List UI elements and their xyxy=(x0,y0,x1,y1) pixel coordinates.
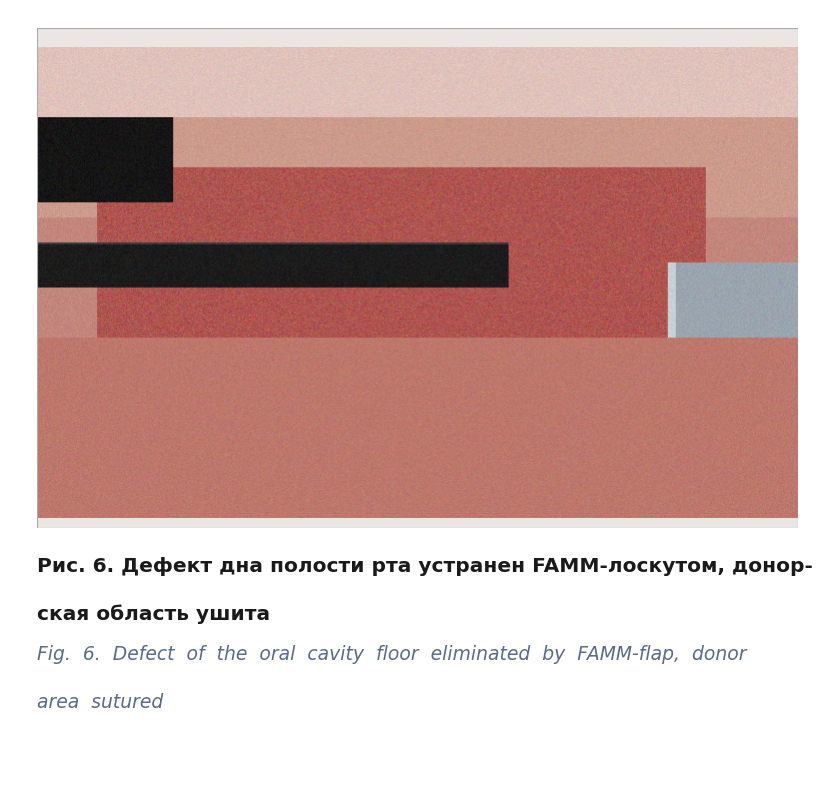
Text: Fig.  6.  Defect  of  the  oral  cavity  floor  eliminated  by  FAMM-flap,  dono: Fig. 6. Defect of the oral cavity floor … xyxy=(37,645,747,664)
Text: ская область ушита: ская область ушита xyxy=(37,605,271,624)
Text: Рис. 6. Дефект дна полости рта устранен FAMM-лоскутом, донор-: Рис. 6. Дефект дна полости рта устранен … xyxy=(37,557,814,576)
Text: area  sutured: area sutured xyxy=(37,693,164,712)
